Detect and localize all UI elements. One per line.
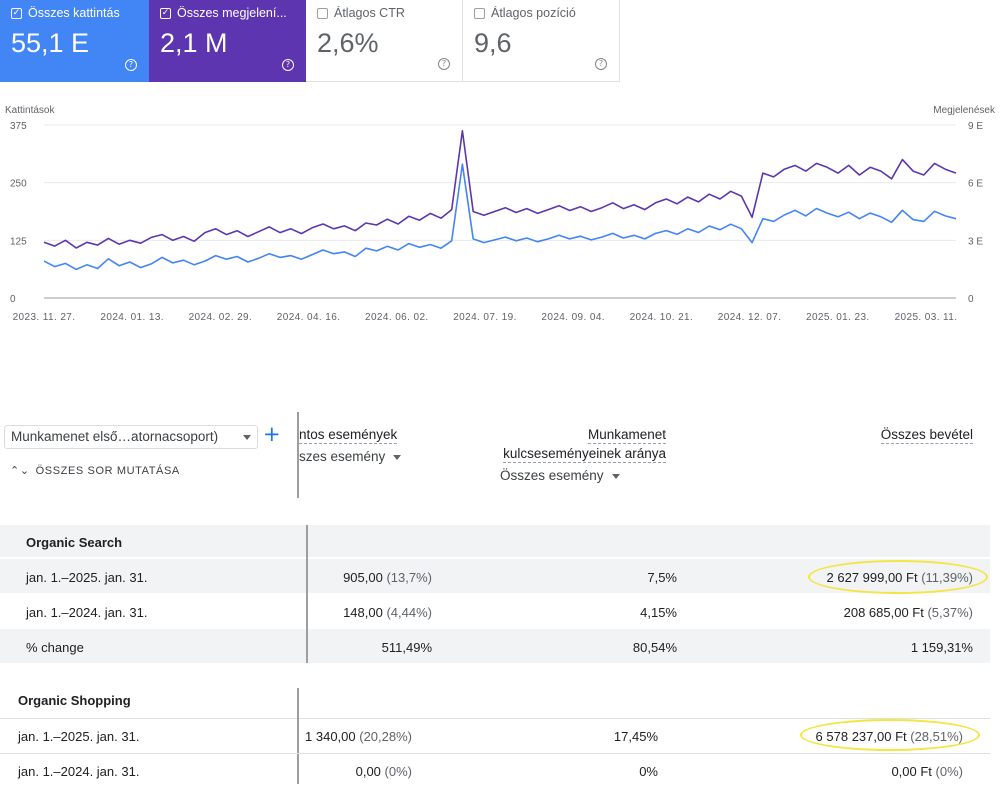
right-tick-label: 0 [968, 294, 974, 305]
cell-revenue: 208 685,00 Ft (5,37%) [843, 605, 973, 620]
cell-revenue: 0,00 Ft (0%) [891, 764, 963, 779]
column-header-key-event-rate-2[interactable]: kulcseseményeinek aránya [503, 446, 666, 463]
x-tick-label: 2023. 11. 27. [13, 312, 76, 323]
dropdown-arrow-icon [611, 473, 620, 479]
column-header-total-revenue[interactable]: Összes bevétel [880, 427, 973, 444]
x-tick-label: 2024. 10. 21. [630, 312, 694, 323]
section-header-band [0, 525, 990, 557]
left-tick-label: 250 [10, 179, 27, 190]
cell-events: 511,49% [381, 640, 432, 655]
column-divider [297, 688, 299, 784]
cell-revenue: 1 159,31% [910, 640, 973, 655]
right-axis-title: Megjelenések [933, 105, 996, 116]
add-dimension-button[interactable]: + [263, 422, 281, 446]
left-tick-label: 125 [10, 236, 27, 247]
row-label: jan. 1.–2024. jan. 31. [18, 764, 140, 779]
highlight-ellipse [800, 719, 980, 751]
metric-label: Átlagos CTR [334, 6, 405, 20]
right-tick-label: 6 E [968, 179, 983, 190]
section-title: Organic Search [26, 535, 123, 550]
expand-collapse-icon: ⌃⌄ [10, 464, 30, 477]
checkbox-unchecked-icon[interactable] [317, 8, 328, 19]
metric-card-clicks[interactable]: ✓ Összes kattintás 55,1 E ? [0, 0, 149, 82]
cell-events: 905,00 (13,7%) [343, 570, 432, 585]
cell-key-event-rate: 4,15% [640, 605, 677, 620]
dropdown-arrow-icon [393, 454, 402, 460]
metric-value: 2,6% [317, 28, 379, 58]
left-axis-title: Kattintások [5, 105, 55, 116]
metric-card-ctr[interactable]: Átlagos CTR 2,6% ? [306, 0, 463, 82]
help-icon[interactable]: ? [125, 59, 137, 71]
x-tick-label: 2025. 03. 11. [895, 312, 958, 323]
metric-cards: ✓ Összes kattintás 55,1 E ? ✓ Összes meg… [0, 0, 620, 82]
column-sub-events[interactable]: szes esemény [299, 449, 402, 464]
dropdown-arrow-icon [243, 435, 251, 440]
metric-card-position[interactable]: Átlagos pozíció 9,6 ? [463, 0, 620, 82]
row-label: jan. 1.–2025. jan. 31. [26, 570, 148, 585]
dimension-select[interactable]: Munkamenet első…atornacsoport) [4, 425, 258, 449]
row-label: % change [26, 640, 84, 655]
metric-value: 2,1 M [160, 28, 228, 58]
cell-events: 0,00 (0%) [355, 764, 412, 779]
cell-events: 1 340,00 (20,28%) [305, 729, 412, 744]
series-line-1 [43, 163, 957, 271]
right-tick-label: 9 E [968, 121, 983, 132]
right-tick-label: 3 E [968, 236, 983, 247]
cell-key-event-rate: 0% [639, 764, 658, 779]
metric-label: Átlagos pozíció [491, 6, 576, 20]
x-tick-label: 2024. 01. 13. [100, 312, 164, 323]
cell-key-event-rate: 7,5% [647, 570, 677, 585]
cell-key-event-rate: 80,54% [632, 640, 677, 655]
cell-events: 148,00 (4,44%) [343, 605, 432, 620]
table-row[interactable]: jan. 1.–2024. jan. 31. 148,00 (4,44%) 4,… [0, 595, 990, 629]
metric-value: 9,6 [474, 28, 512, 58]
dimension-select-value: Munkamenet első…atornacsoport) [11, 429, 219, 444]
checkbox-checked-icon[interactable]: ✓ [11, 8, 22, 19]
column-sub-key-event-rate[interactable]: Összes esemény [500, 468, 620, 483]
highlight-ellipse [808, 560, 988, 594]
metric-card-impressions[interactable]: ✓ Összes megjelení... 2,1 M ? [149, 0, 306, 82]
help-icon[interactable]: ? [282, 59, 294, 71]
metric-label: Összes megjelení... [177, 6, 287, 20]
x-tick-label: 2025. 01. 23. [806, 312, 870, 323]
series-line-2 [43, 129, 957, 249]
x-tick-label: 2024. 12. 07. [718, 312, 782, 323]
section-title: Organic Shopping [18, 693, 131, 708]
column-header-key-event-rate-1[interactable]: Munkamenet [587, 427, 666, 444]
x-tick-label: 2024. 07. 19. [453, 312, 517, 323]
row-band [0, 629, 990, 663]
row-label: jan. 1.–2025. jan. 31. [18, 729, 140, 744]
table-row[interactable]: % change 511,49% 80,54% 1 159,31% [0, 630, 990, 664]
table-row[interactable]: jan. 1.–2024. jan. 31. 0,00 (0%) 0% 0,00… [0, 754, 990, 788]
row-separator [0, 718, 990, 719]
column-divider [306, 525, 308, 663]
help-icon[interactable]: ? [438, 58, 450, 70]
help-icon[interactable]: ? [595, 58, 607, 70]
x-tick-label: 2024. 04. 16. [277, 312, 341, 323]
metric-label: Összes kattintás [28, 6, 120, 20]
checkbox-unchecked-icon[interactable] [474, 8, 485, 19]
x-tick-label: 2024. 02. 29. [189, 312, 253, 323]
row-separator [0, 753, 990, 754]
left-tick-label: 0 [10, 294, 16, 305]
show-all-rows-button[interactable]: ⌃⌄ ÖSSZES SOR MUTATÁSA [10, 464, 180, 477]
x-tick-label: 2024. 09. 04. [541, 312, 605, 323]
column-divider [297, 412, 299, 498]
x-tick-label: 2024. 06. 02. [365, 312, 429, 323]
left-tick-label: 375 [10, 121, 27, 132]
checkbox-checked-icon[interactable]: ✓ [160, 8, 171, 19]
cell-key-event-rate: 17,45% [613, 729, 658, 744]
metric-value: 55,1 E [11, 28, 90, 58]
row-label: jan. 1.–2024. jan. 31. [26, 605, 148, 620]
show-all-rows-label: ÖSSZES SOR MUTATÁSA [35, 465, 180, 477]
column-header-events[interactable]: ntos események [299, 427, 398, 444]
performance-chart: Kattintások Megjelenések 0 125 250 375 0 3 E 6 E… [5, 105, 996, 323]
